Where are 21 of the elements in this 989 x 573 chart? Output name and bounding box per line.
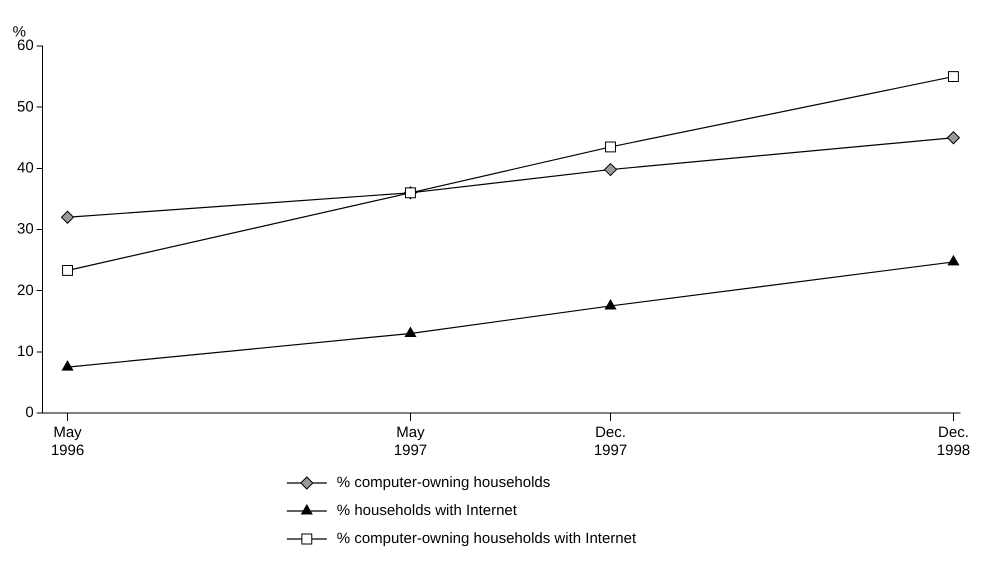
legend-label: % computer-owning households (336, 474, 550, 492)
y-tick-label: 10 (16, 342, 34, 360)
y-tick-label: 30 (16, 220, 34, 238)
x-tick-label: May 1996 (50, 424, 84, 460)
point (605, 141, 616, 152)
point (946, 131, 960, 144)
x-tick-label: May 1997 (394, 424, 428, 460)
x-tick-label: Dec. 1998 (936, 424, 970, 460)
y-tick-label: 20 (16, 282, 34, 299)
y-tick-label: 50 (16, 98, 34, 116)
point (404, 326, 416, 337)
x-tick-label: Dec. 1997 (594, 424, 628, 460)
point (604, 299, 616, 310)
legend-label: % households with Internet (336, 502, 518, 520)
y-tick-label: 0 (25, 404, 34, 422)
point (61, 210, 74, 224)
legend-label: % computer-owning households with Internet (336, 530, 637, 548)
point (604, 163, 617, 176)
y-tick-label: 40 (16, 159, 34, 176)
point (62, 360, 74, 371)
point (948, 255, 960, 266)
